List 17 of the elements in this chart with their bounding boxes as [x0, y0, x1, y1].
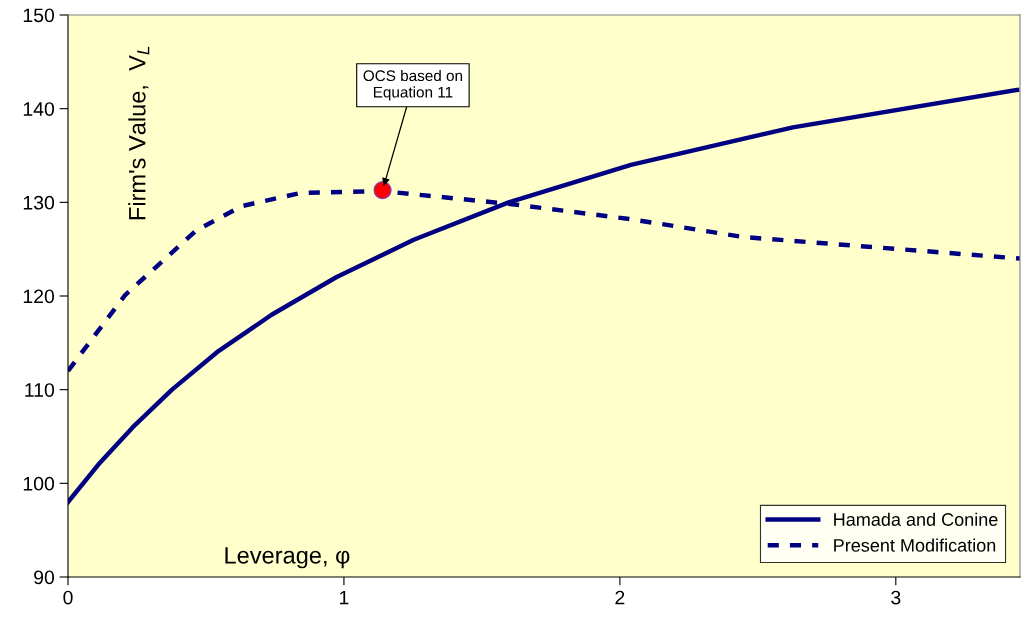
y-tick-label: 110	[25, 383, 55, 397]
y-tick-label: 150	[23, 8, 55, 23]
legend-label: Present Modification	[834, 538, 996, 552]
legend-label: Hamada and Conine	[834, 512, 998, 526]
y-tick-label: 100	[23, 476, 55, 491]
line-series	[68, 87, 1020, 505]
annotation: OCS based on Equation 11	[363, 69, 463, 101]
x-tick-label: 1	[340, 590, 349, 605]
y-tick-label: 90	[34, 570, 55, 585]
x-tick-label: 0	[63, 590, 73, 605]
y-tick-label: 140	[23, 102, 55, 116]
y-axis-title: Firm's Value, V$_{L}$	[128, 46, 150, 220]
x-tick-label: 2	[615, 590, 625, 605]
y-tick-label: 130	[23, 195, 55, 210]
x-tick-label: 3	[891, 590, 901, 605]
y-tick-label: 120	[23, 289, 55, 304]
x-axis-title: Leverage, φ	[225, 547, 350, 569]
